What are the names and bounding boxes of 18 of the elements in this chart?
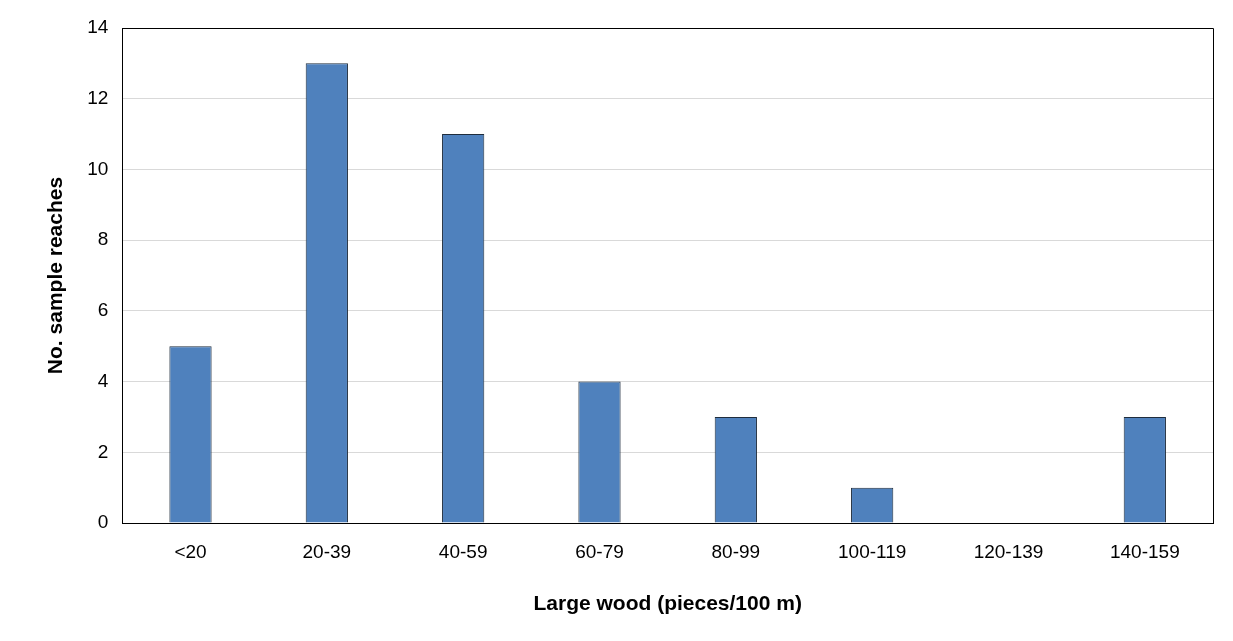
- y-tick-label: 12: [87, 86, 109, 108]
- x-tick-label: 40-59: [438, 540, 488, 562]
- y-axis-title: No. sample reaches: [43, 176, 67, 375]
- x-axis-title: Large wood (pieces/100 m): [533, 591, 802, 615]
- y-tick-label: 10: [87, 157, 109, 179]
- x-tick-label: 140-159: [1109, 540, 1180, 562]
- x-tick-label: 20-39: [302, 540, 352, 562]
- y-tick-label: 2: [97, 440, 109, 462]
- y-tick-label: 14: [87, 16, 109, 38]
- x-tick-label: 120-139: [973, 540, 1044, 562]
- x-tick-label: <20: [174, 540, 207, 562]
- y-tick-label: 8: [97, 228, 109, 250]
- x-tick-label: 80-99: [711, 540, 761, 562]
- y-tick-label: 4: [97, 369, 109, 391]
- y-tick-label: 0: [97, 511, 109, 533]
- y-tick-label: 6: [97, 299, 109, 321]
- x-tick-label: 100-119: [838, 540, 907, 562]
- x-tick-label: 60-79: [575, 540, 624, 562]
